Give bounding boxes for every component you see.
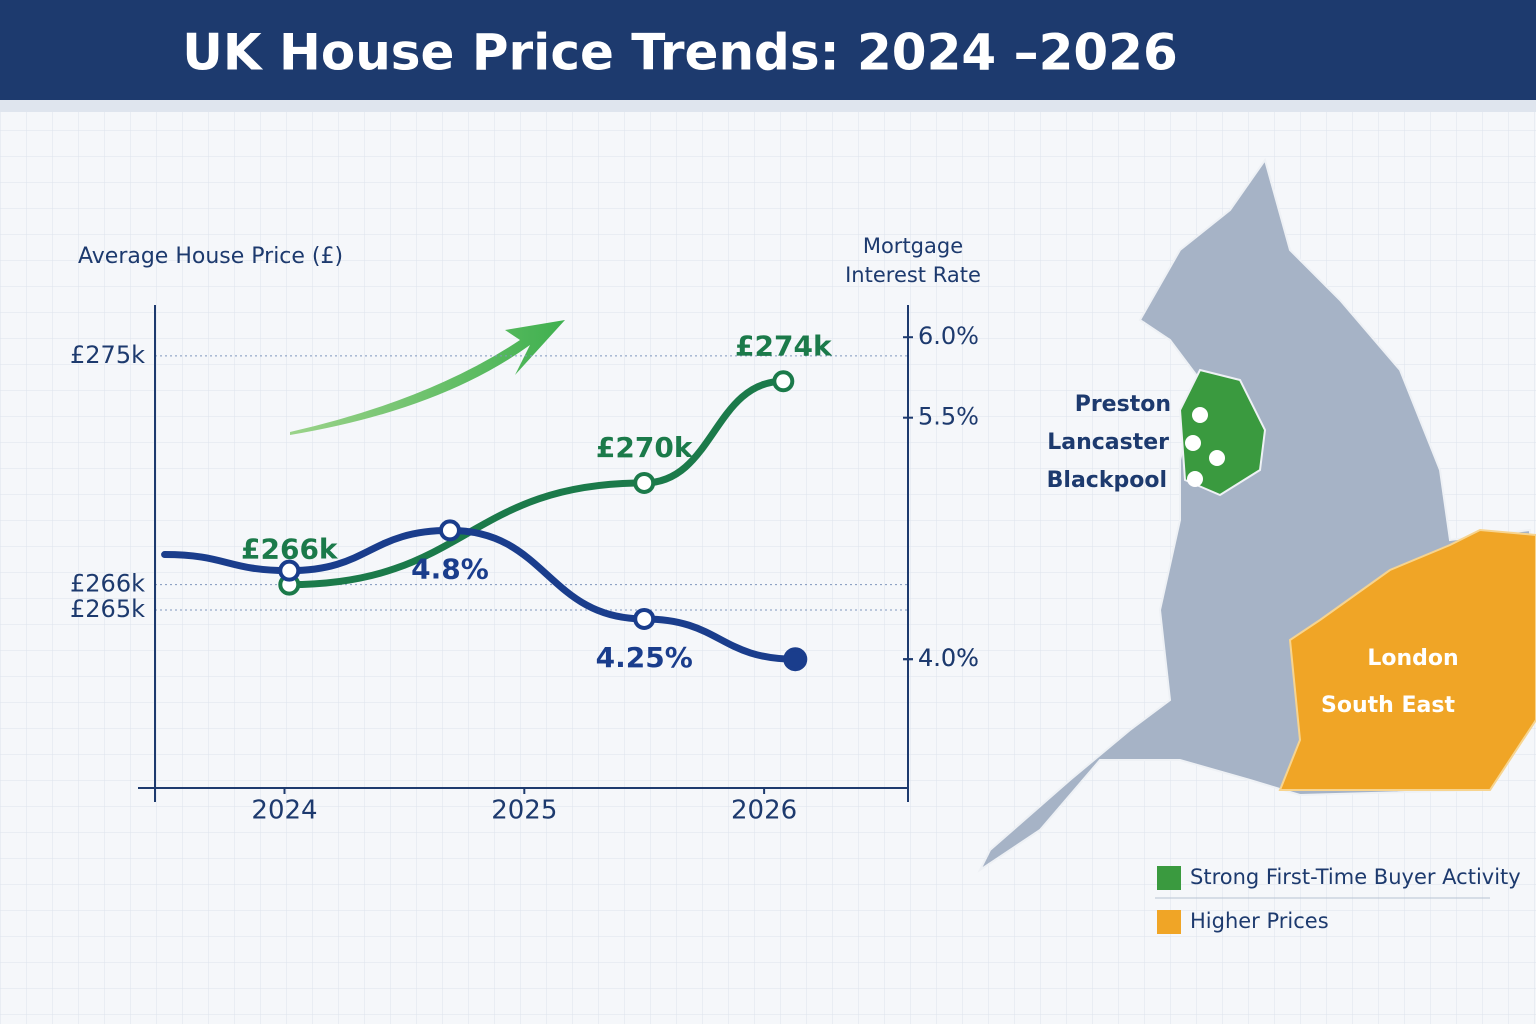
legend-swatch	[1157, 910, 1181, 934]
england-map: Preston Lancaster Blackpool London South…	[977, 157, 1536, 873]
x-tick-label: 2024	[251, 796, 317, 826]
data-label: 4.25%	[596, 641, 693, 674]
map-dot	[1187, 471, 1203, 487]
trend-arrow	[290, 320, 565, 435]
x-tick-label: 2026	[731, 796, 797, 826]
legend-label: Higher Prices	[1190, 909, 1329, 933]
data-point	[278, 559, 301, 582]
y2-tick-label: 4.0%	[918, 644, 979, 672]
map-dot	[1209, 450, 1225, 466]
data-label: 4.8%	[411, 552, 489, 585]
map-region-south-east	[1278, 528, 1536, 791]
y-tick-label: £266k	[70, 570, 145, 598]
data-point	[783, 647, 808, 672]
data-point	[633, 471, 656, 494]
map-dot	[1185, 435, 1201, 451]
map-region-north-west	[1178, 368, 1267, 497]
data-point	[772, 370, 795, 393]
header	[0, 0, 1536, 100]
data-point	[633, 607, 656, 630]
map-label: London	[1367, 646, 1458, 671]
y2-tick-label: 6.0%	[918, 322, 979, 350]
y2-axis-title: Mortgage Interest Rate	[845, 234, 981, 287]
y2-tick-label: 5.5%	[918, 403, 979, 431]
series-line	[161, 526, 799, 663]
header-rule	[0, 100, 1536, 112]
map-label: South East	[1321, 693, 1455, 718]
legend-label: Strong First-Time Buyer Activity	[1190, 865, 1521, 889]
y-tick-label: £275k	[70, 341, 145, 369]
legend-swatch	[1157, 866, 1181, 890]
y2-tick-label: 4.0%	[918, 644, 979, 672]
legend: Strong First-Time Buyer Activity Higher P…	[1155, 865, 1521, 934]
map-label: Preston	[1075, 392, 1171, 417]
data-label: £270k	[596, 431, 694, 464]
x-tick-label: 2025	[491, 796, 557, 826]
data-label: £274k	[735, 329, 833, 362]
y-tick-label: £265k	[70, 595, 145, 623]
chart-title: UK House Price Trends: 2024 –2026	[182, 24, 1177, 82]
y-axis-title: Average House Price (£)	[78, 244, 343, 269]
series-line	[285, 377, 787, 589]
map-label: Lancaster	[1047, 430, 1169, 455]
map-label: Blackpool	[1047, 468, 1167, 493]
map-dot	[1192, 407, 1208, 423]
data-point	[438, 519, 461, 542]
